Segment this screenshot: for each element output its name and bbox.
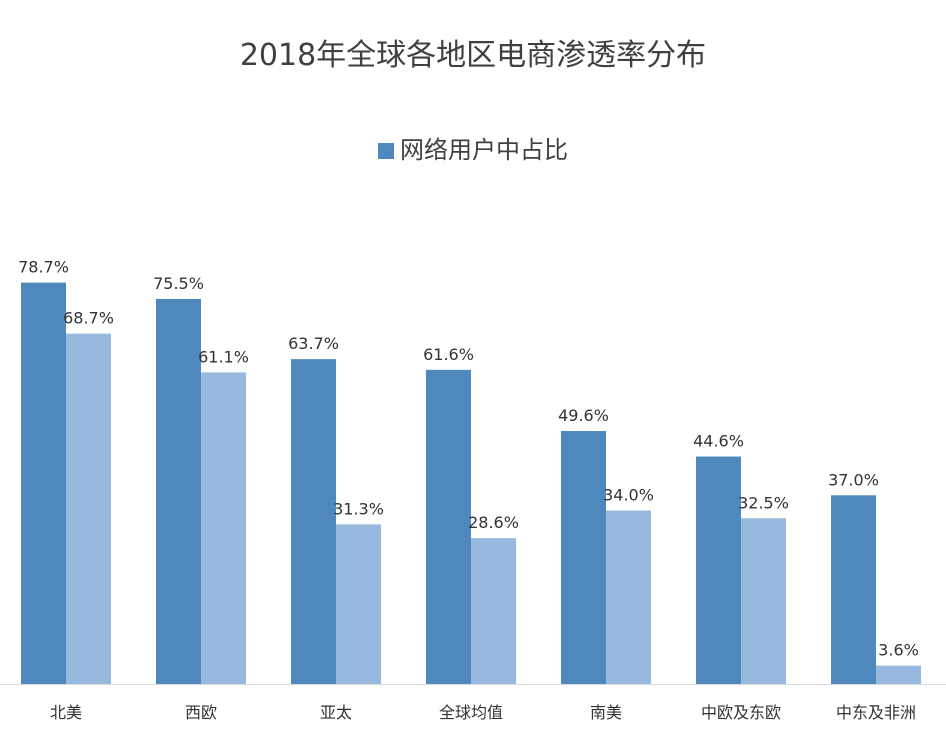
bar-series1 (426, 369, 471, 684)
bar-series1 (561, 431, 606, 684)
x-tick-label: 北美 (50, 703, 82, 722)
bar-series1 (291, 359, 336, 684)
x-tick-label: 亚太 (320, 703, 352, 722)
x-tick-label: 南美 (590, 703, 622, 722)
x-tick-label: 西欧 (185, 703, 217, 722)
chart-title: 2018年全球各地区电商渗透率分布 (239, 38, 707, 73)
bar-series2 (741, 518, 786, 684)
data-label: 78.7% (18, 258, 69, 277)
data-label: 28.6% (468, 513, 519, 532)
x-tick-label: 中欧及东欧 (701, 703, 781, 722)
data-label: 32.5% (738, 493, 789, 512)
data-label: 37.0% (828, 470, 879, 489)
x-tick-label: 全球均值 (439, 703, 503, 722)
data-label: 61.1% (198, 347, 249, 366)
data-label: 49.6% (558, 406, 609, 425)
bar-series2 (471, 538, 516, 684)
bar-series1 (21, 282, 66, 684)
data-label: 3.6% (878, 641, 919, 660)
x-tick-label: 中东及非洲 (836, 703, 916, 722)
data-label: 34.0% (603, 486, 654, 505)
bar-series2 (336, 524, 381, 684)
bar-series1 (156, 298, 201, 684)
data-label: 61.6% (423, 345, 474, 364)
bar-series1 (831, 495, 876, 684)
data-label: 31.3% (333, 499, 384, 518)
legend: 网络用户中占比 (0, 130, 946, 165)
bar-series2 (876, 665, 921, 684)
bar-series2 (66, 333, 111, 684)
bar-series1 (696, 456, 741, 684)
bar-series2 (201, 372, 246, 684)
data-label: 63.7% (288, 334, 339, 353)
legend-label: 网络用户中占比 (400, 136, 568, 164)
data-label: 68.7% (63, 309, 114, 328)
bar-series2 (606, 510, 651, 684)
legend-swatch-icon (378, 143, 394, 159)
data-label: 75.5% (153, 274, 204, 293)
data-label: 44.6% (693, 432, 744, 451)
